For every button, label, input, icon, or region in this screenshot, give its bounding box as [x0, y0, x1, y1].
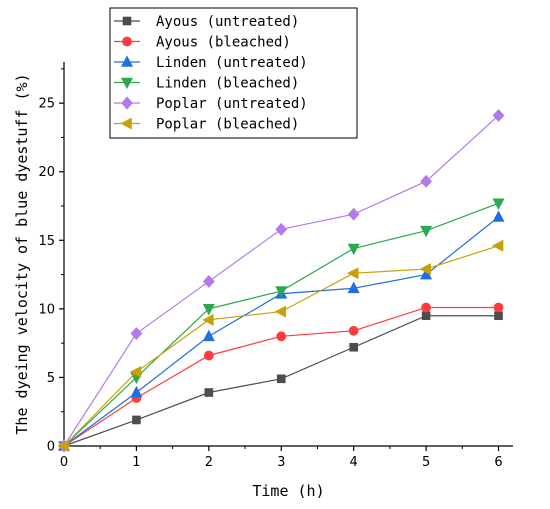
data-point: [274, 305, 287, 318]
data-point: [347, 281, 360, 294]
data-point: [492, 210, 505, 222]
x-tick-label: 1: [132, 455, 140, 470]
series-6: [57, 239, 504, 452]
series-1: [59, 311, 503, 451]
data-point: [421, 302, 431, 313]
series-3: [58, 210, 505, 451]
data-point: [204, 388, 214, 397]
series-layer: [57, 109, 505, 453]
series-line: [63, 202, 499, 447]
data-point: [348, 325, 359, 336]
legend-label: Linden (bleached): [156, 76, 299, 92]
legend: Ayous (untreated) Ayous (bleached) Linden …: [109, 7, 358, 139]
x-ticks: 0 1 2 3 4 5 6: [60, 446, 503, 470]
legend-item: Ayous (bleached): [114, 35, 291, 51]
data-point: [347, 267, 359, 280]
data-point: [129, 365, 142, 378]
legend-label: Linden (untreated): [156, 55, 308, 71]
y-tick-label: 15: [38, 234, 55, 249]
data-point: [419, 263, 431, 276]
data-point: [421, 311, 431, 321]
data-point: [57, 440, 69, 452]
data-point: [203, 350, 214, 361]
x-axis-title: Time (h): [252, 482, 324, 500]
y-tick-label: 20: [38, 165, 55, 180]
data-point: [492, 198, 505, 210]
y-tick-label: 10: [38, 302, 55, 317]
y-tick-label: 5: [47, 371, 55, 386]
legend-label: Ayous (untreated): [156, 14, 299, 30]
legend-marker: [121, 77, 133, 90]
y-axis-title: The dyeing velocity of blue dyestuff (%): [13, 73, 31, 434]
legend-marker: [121, 96, 133, 110]
data-point: [202, 274, 215, 288]
legend-marker: [121, 55, 133, 67]
data-point: [130, 327, 143, 340]
plot-frame: [63, 62, 513, 447]
data-point: [349, 342, 358, 352]
y-tick-label: 0: [47, 440, 55, 455]
x-tick-label: 6: [494, 455, 502, 470]
data-point: [202, 329, 215, 342]
x-tick-label: 2: [205, 455, 213, 470]
data-point: [347, 207, 360, 221]
data-point: [420, 225, 433, 238]
x-tick-label: 4: [350, 455, 358, 470]
data-point: [275, 286, 288, 298]
x-tick-label: 0: [60, 455, 68, 470]
legend-item: Poplar (untreated): [114, 96, 308, 112]
data-point: [202, 304, 215, 316]
x-tick-label: 5: [422, 455, 430, 470]
legend-item: Poplar (bleached): [114, 117, 299, 133]
legend-item: Linden (untreated): [114, 55, 308, 71]
y-tick-label: 25: [38, 97, 55, 112]
data-point: [493, 302, 504, 313]
legend-marker: [120, 117, 132, 130]
series-line: [63, 115, 499, 447]
data-point: [491, 239, 504, 252]
x-tick-label: 3: [277, 455, 285, 470]
legend-item: Ayous (untreated): [114, 14, 299, 30]
legend-label: Ayous (bleached): [156, 35, 291, 51]
series-4: [58, 198, 505, 453]
data-point: [347, 243, 360, 256]
data-point: [276, 374, 286, 384]
data-point: [132, 415, 141, 425]
legend-item: Linden (bleached): [114, 76, 299, 92]
data-point: [492, 109, 505, 122]
y-ticks: 0 5 10 15 20 25: [38, 68, 64, 455]
data-point: [494, 311, 503, 321]
data-point: [420, 174, 433, 188]
legend-label: Poplar (untreated): [156, 96, 308, 112]
legend-label: Poplar (bleached): [156, 117, 299, 133]
data-point: [202, 313, 214, 326]
legend-marker: [122, 36, 132, 47]
data-point: [130, 385, 143, 398]
data-point: [275, 222, 288, 236]
data-point: [276, 331, 287, 342]
legend-box: [109, 7, 358, 139]
legend-marker: [122, 16, 132, 26]
